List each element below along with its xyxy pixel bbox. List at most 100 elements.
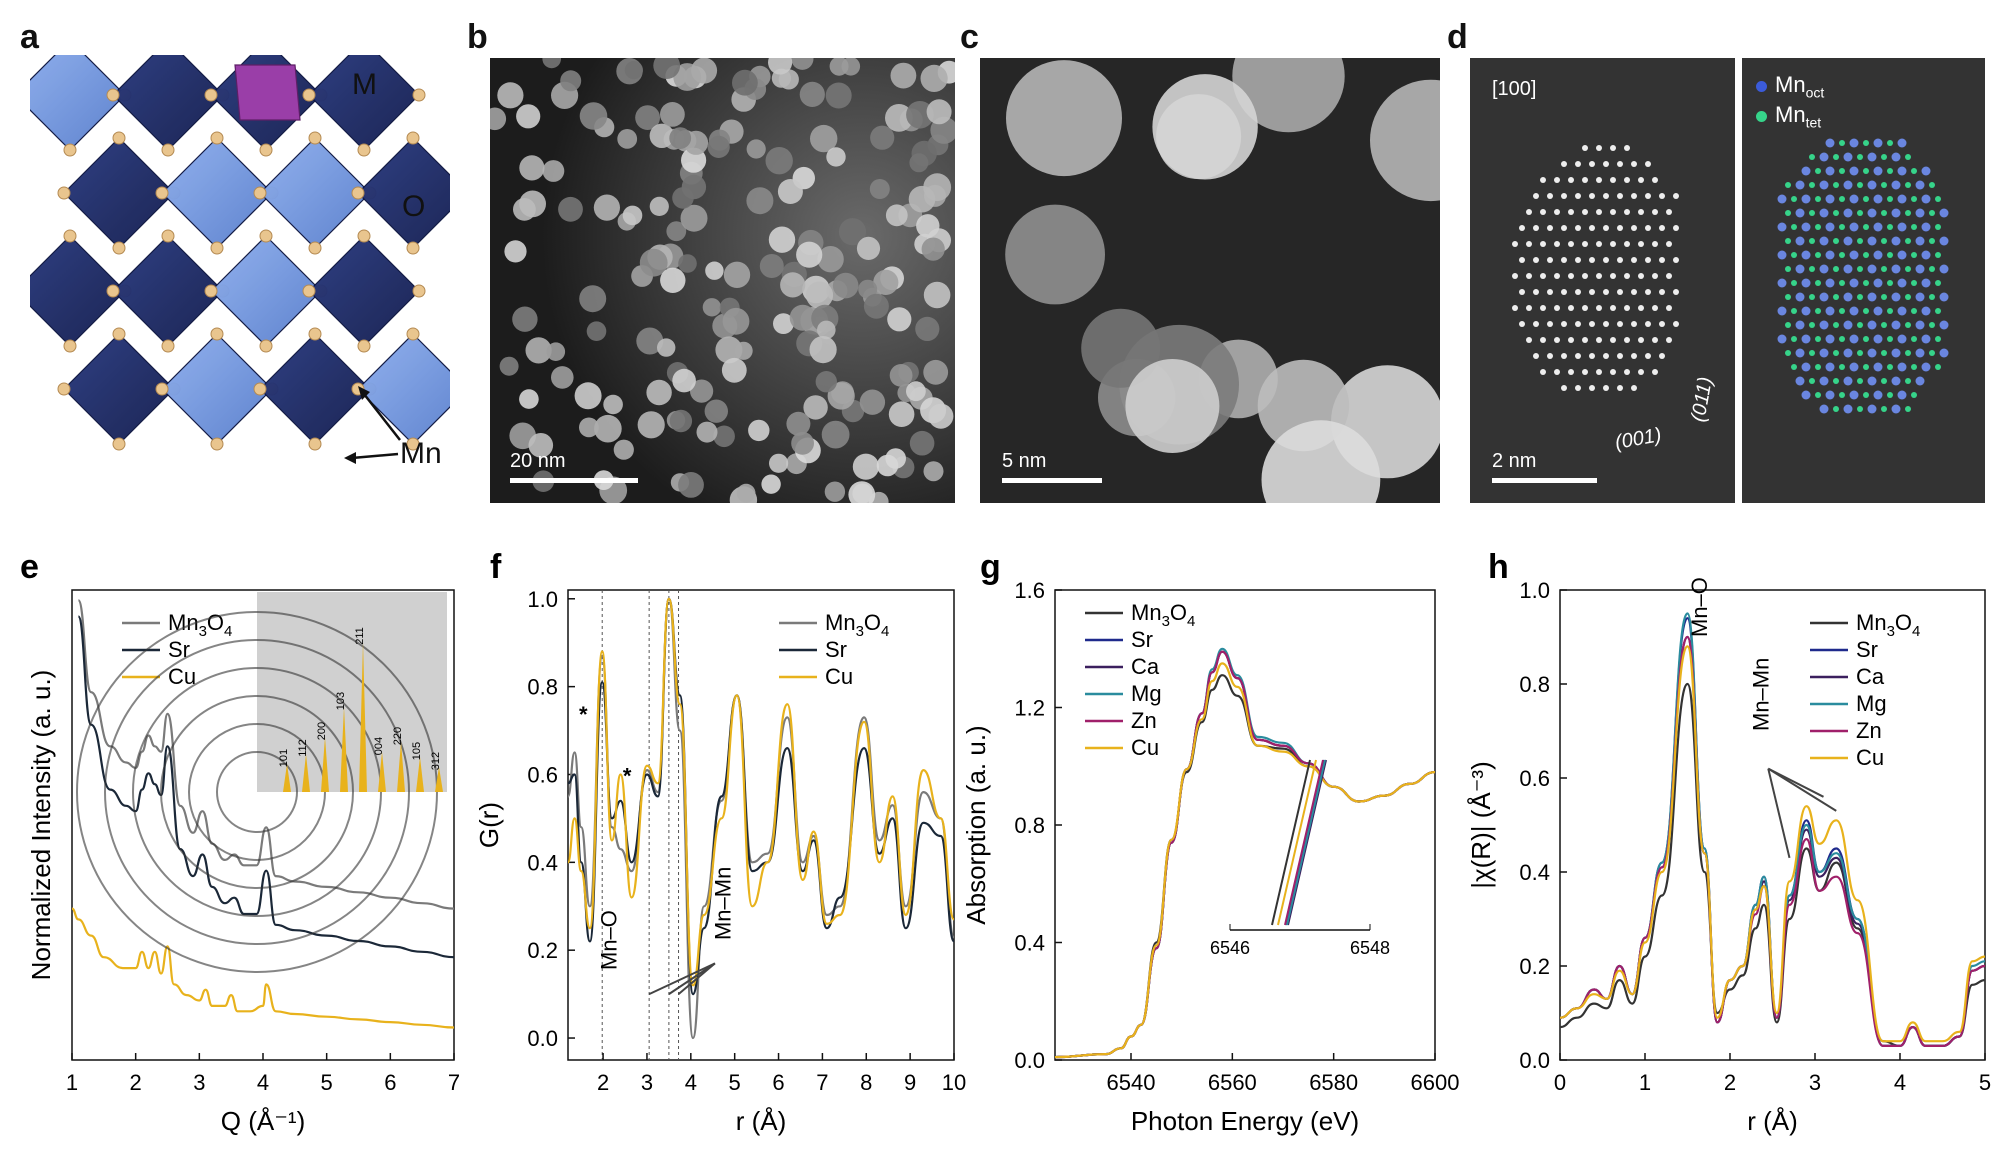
atom-column <box>1533 353 1539 359</box>
mn-oct-atom <box>1867 292 1877 302</box>
oxygen-atom <box>406 131 420 145</box>
atom-column <box>1631 353 1637 359</box>
mn-oct-atom <box>1915 376 1925 386</box>
mn-oct-atom <box>1843 208 1853 218</box>
atom-column <box>1589 257 1595 263</box>
atom-column <box>1617 321 1623 327</box>
mn-tet-atom <box>1887 308 1893 314</box>
mn-tet-atom <box>1839 224 1845 230</box>
atom-column <box>1596 305 1602 311</box>
atom-column <box>1638 337 1644 343</box>
oxygen-atom <box>308 131 322 145</box>
mn-tet-atom <box>1887 280 1893 286</box>
atom-column <box>1554 305 1560 311</box>
mn-oct-atom <box>1897 278 1907 288</box>
panel-g-letter: g <box>980 548 1001 586</box>
mn-oct-atom <box>1891 376 1901 386</box>
mn-oct-atom <box>1873 194 1883 204</box>
mn-oct-atom <box>1867 376 1877 386</box>
oxygen-atom <box>57 186 71 200</box>
atom-column <box>1554 241 1560 247</box>
scalebar-c-label: 5 nm <box>1002 450 1047 472</box>
oxygen-atom <box>357 339 371 353</box>
x-tick-label: 6600 <box>1411 1070 1460 1095</box>
mn-tet-atom <box>1785 238 1791 244</box>
mn-oct-atom <box>1795 236 1805 246</box>
atom-column <box>1638 273 1644 279</box>
atom-column <box>1575 385 1581 391</box>
nanoparticle <box>1232 58 1345 133</box>
nanoparticle <box>696 421 718 443</box>
nanoparticle <box>617 129 638 149</box>
mn-tet-atom <box>1833 182 1839 188</box>
atom-column <box>1512 241 1518 247</box>
mn-oct-atom <box>1867 264 1877 274</box>
nanoparticle <box>497 82 524 109</box>
atom-column <box>1645 161 1651 167</box>
mn-oct-atom <box>1825 334 1835 344</box>
oxygen-atom <box>112 327 126 341</box>
mn-tet-atom <box>1863 140 1869 146</box>
legend-label: Ca <box>1856 664 1885 689</box>
mn-oct-atom <box>1777 250 1787 260</box>
mn-oct-atom <box>1795 180 1805 190</box>
atom-column <box>1575 321 1581 327</box>
inset-peak <box>378 752 386 792</box>
mn-oct-atom <box>1819 152 1829 162</box>
atom-column <box>1596 177 1602 183</box>
x-tick-label: 1 <box>66 1070 78 1095</box>
atom-column <box>1603 193 1609 199</box>
mn-oct-atom <box>1891 180 1901 190</box>
atom-column <box>1596 241 1602 247</box>
nanoparticle <box>646 379 672 406</box>
mn-tet-atom <box>1833 294 1839 300</box>
inset-edge-line <box>1284 759 1324 926</box>
nanoparticle <box>736 483 756 503</box>
mn-tet-atom <box>1881 210 1887 216</box>
nanoparticle <box>713 425 735 448</box>
nanoparticle <box>746 139 766 159</box>
diffraction-ring <box>160 695 354 889</box>
nanoparticle <box>732 69 758 96</box>
atom-column <box>1666 337 1672 343</box>
atom-column <box>1526 273 1532 279</box>
mn-tet-atom <box>1809 378 1815 384</box>
mn-oct-atom <box>1915 320 1925 330</box>
inset-peak-label: 004 <box>373 737 385 755</box>
atom-column <box>1652 273 1658 279</box>
y-tick-label: 0.0 <box>1519 1048 1550 1073</box>
x-tick-label: 10 <box>942 1070 966 1095</box>
mn-oct-atom <box>1873 278 1883 288</box>
atom-column <box>1652 369 1658 375</box>
mn-oct-atom <box>1897 194 1907 204</box>
atom-column <box>1561 353 1567 359</box>
mn-tet-atom <box>1857 406 1863 412</box>
nanoparticle <box>519 190 546 218</box>
scalebar-b-label: 20 nm <box>510 450 566 472</box>
mn-tet-atom <box>1833 266 1839 272</box>
mn-tet-atom <box>1887 140 1893 146</box>
atom-column <box>1603 353 1609 359</box>
lattice-image <box>1512 145 1679 391</box>
atom-column <box>1533 289 1539 295</box>
mn-tet-atom <box>1809 322 1815 328</box>
mn-oct-atom <box>1825 306 1835 316</box>
nanoparticle <box>848 481 876 503</box>
inset-peak <box>321 737 329 792</box>
mn-oct-atom <box>1777 334 1787 344</box>
nanoparticle <box>649 123 674 148</box>
nanoparticle <box>825 82 852 109</box>
atom-column <box>1659 193 1665 199</box>
nanoparticle <box>765 147 793 175</box>
x-tick-label: 4 <box>685 1070 697 1095</box>
atom-column <box>1575 225 1581 231</box>
mn-tet-atom <box>1857 210 1863 216</box>
nanoparticle <box>504 240 527 263</box>
label-O: O <box>402 190 426 223</box>
mn-tet-atom <box>1887 224 1893 230</box>
nanoparticle <box>780 272 806 298</box>
atom-column <box>1652 241 1658 247</box>
nanoparticle <box>856 236 881 260</box>
mn-oct-atom <box>1795 320 1805 330</box>
oxygen-atom <box>106 88 120 102</box>
